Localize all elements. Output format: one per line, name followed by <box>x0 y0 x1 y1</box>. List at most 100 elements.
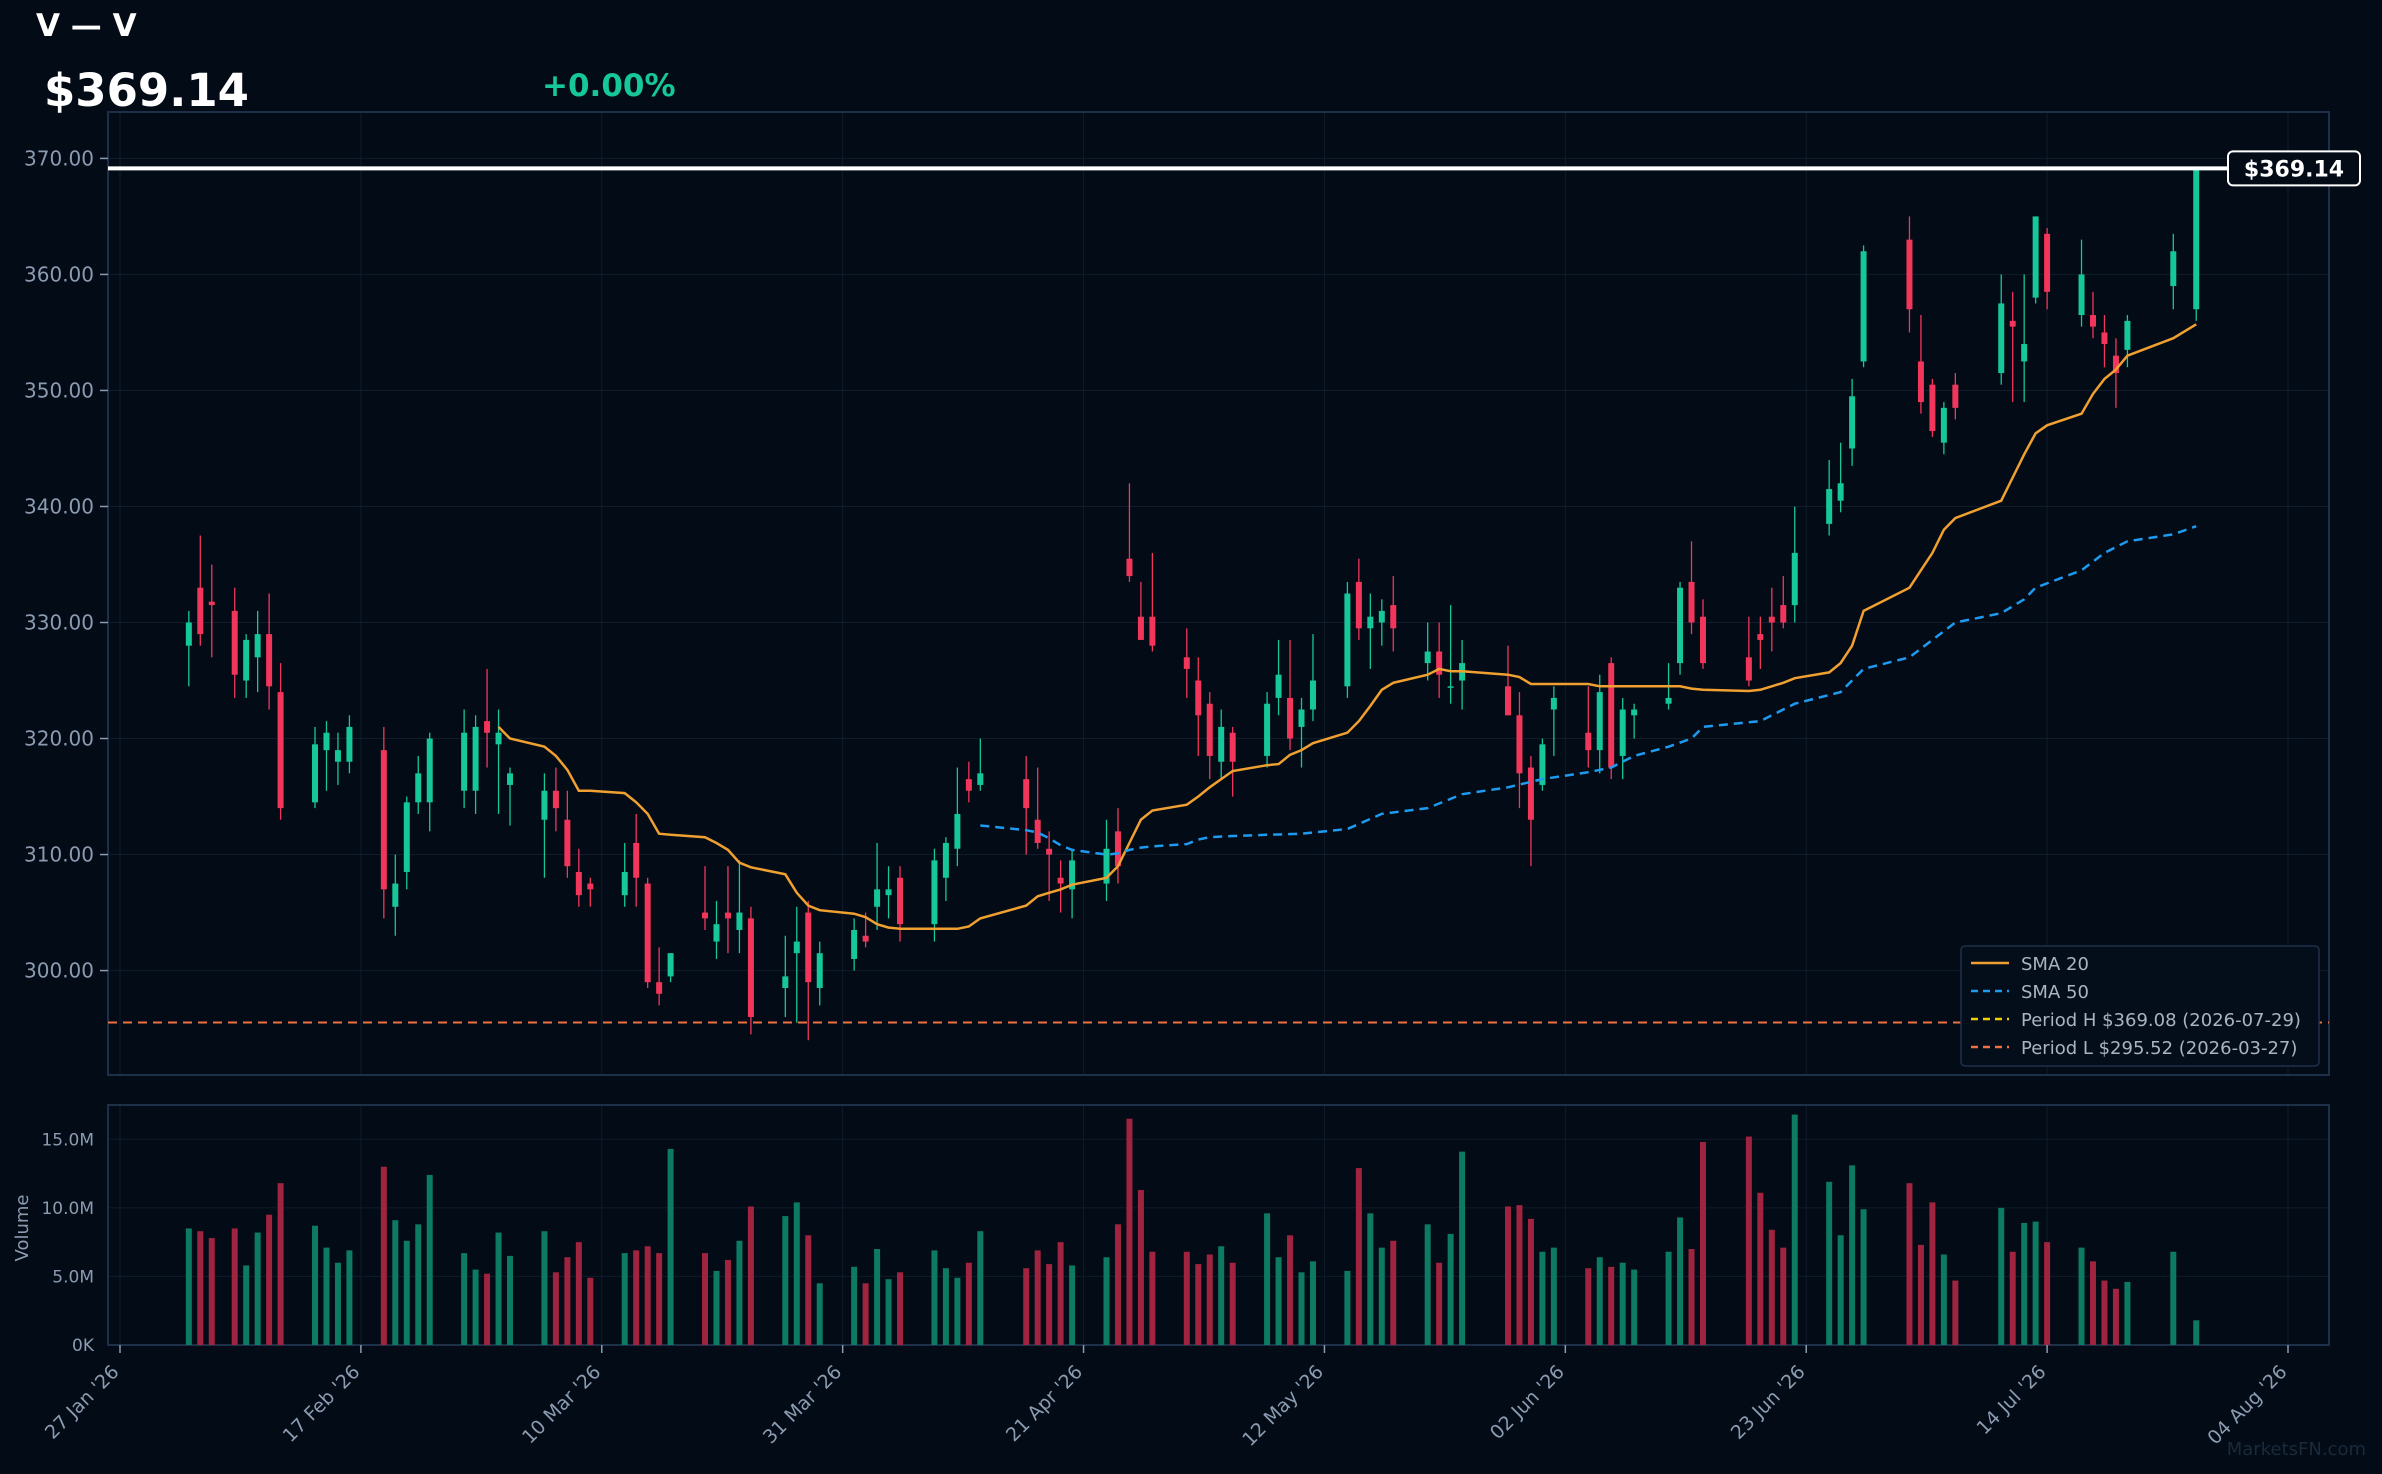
volume-bar <box>1206 1254 1213 1345</box>
candle-body <box>587 883 594 890</box>
candle <box>334 732 341 785</box>
volume-bar <box>656 1253 663 1345</box>
candle-body <box>1057 877 1064 884</box>
candle <box>1367 593 1374 669</box>
candle <box>1550 686 1557 756</box>
volume-bar <box>415 1224 422 1345</box>
candle <box>507 767 514 826</box>
volume-bar <box>1688 1249 1695 1345</box>
volume-bar <box>1264 1213 1271 1345</box>
volume-bar <box>1539 1251 1546 1345</box>
candle <box>2089 291 2096 339</box>
candle <box>1206 692 1213 780</box>
candle-body <box>747 918 754 1017</box>
candle <box>713 900 720 959</box>
candle <box>1275 639 1282 716</box>
candle-body <box>1608 663 1615 768</box>
volume-bar <box>1309 1261 1316 1345</box>
candle-body <box>1849 396 1856 449</box>
candle-body <box>1023 779 1030 809</box>
candles <box>185 168 2200 1041</box>
candle <box>1447 605 1454 704</box>
volume-bar <box>977 1231 984 1345</box>
volume-bars <box>185 1114 2200 1345</box>
volume-bar <box>1527 1218 1534 1345</box>
volume-bar <box>243 1265 250 1345</box>
x-tick-label: 27 Jan '26 <box>41 1361 124 1444</box>
candle <box>564 790 571 878</box>
volume-bar <box>564 1257 571 1345</box>
volume-bar <box>2124 1281 2131 1345</box>
candle-body <box>1264 703 1271 756</box>
candle <box>1585 686 1592 768</box>
volume-bar <box>1424 1224 1431 1345</box>
candle <box>208 564 215 658</box>
x-tick-label: 04 Aug '26 <box>2203 1361 2291 1449</box>
volume-bar <box>862 1283 869 1345</box>
candle-body <box>208 601 215 606</box>
candle-body <box>1791 552 1798 606</box>
candle <box>885 866 892 919</box>
candle-body <box>392 883 399 907</box>
volume-bar <box>931 1250 938 1345</box>
candle <box>1355 558 1362 640</box>
price-grid <box>108 112 2329 1075</box>
volume-bar <box>1906 1183 1913 1345</box>
candle <box>1309 634 1316 722</box>
volume-tick-label: 15.0M <box>41 1130 94 1150</box>
candle-body <box>1860 251 1867 362</box>
candle <box>2101 315 2108 368</box>
candle <box>1906 216 1913 333</box>
volume-bar <box>897 1272 904 1345</box>
volume-bar <box>736 1240 743 1345</box>
candle-body <box>2021 344 2028 362</box>
candle <box>1229 726 1236 797</box>
price-tick-label: 340.00 <box>24 494 94 518</box>
candle <box>1264 692 1271 768</box>
volume-bar <box>1057 1242 1064 1345</box>
price-tick-label: 330.00 <box>24 611 94 635</box>
x-tick-label: 02 Jun '26 <box>1486 1361 1569 1444</box>
candle-body <box>323 732 330 751</box>
candle-body <box>575 871 582 896</box>
candle-body <box>1218 726 1225 762</box>
candle-body <box>1677 587 1684 664</box>
volume-bar <box>346 1250 353 1345</box>
candle-body <box>1298 709 1305 727</box>
volume-bar <box>1137 1190 1144 1345</box>
candle-body <box>2112 355 2119 374</box>
volume-bar <box>541 1231 548 1345</box>
x-tick-label: 10 Mar '26 <box>518 1361 605 1448</box>
candle <box>1745 616 1752 687</box>
candle-body <box>633 842 640 878</box>
volume-tick-label: 0K <box>72 1336 95 1356</box>
candle-body <box>346 726 353 762</box>
candle-body <box>1378 610 1385 623</box>
legend-box <box>1960 945 2320 1067</box>
candle-body <box>667 953 674 977</box>
candle <box>1527 755 1534 867</box>
volume-bar <box>1780 1247 1787 1345</box>
candle <box>2193 168 2200 321</box>
candle-body <box>1837 483 1844 501</box>
volume-bar <box>380 1166 387 1345</box>
candle-body <box>1447 686 1454 688</box>
x-tick-label: 14 Jul '26 <box>1972 1361 2050 1439</box>
last-price-line: $369.14 <box>108 150 2361 187</box>
candle <box>1917 315 1924 414</box>
volume-bar <box>1275 1257 1282 1345</box>
volume-bar <box>1550 1247 1557 1345</box>
candle-body <box>885 889 892 896</box>
candle-body <box>816 953 823 988</box>
volume-bar <box>1665 1251 1672 1345</box>
volume-bar <box>575 1242 582 1345</box>
x-tick-label: 17 Feb '26 <box>279 1361 365 1447</box>
candle <box>2124 315 2131 368</box>
candle-body <box>2170 251 2177 287</box>
candle-body <box>1275 674 1282 698</box>
candle <box>1149 552 1156 652</box>
volume-bar <box>1849 1165 1856 1345</box>
candle <box>1837 442 1844 513</box>
candle <box>805 900 812 1041</box>
